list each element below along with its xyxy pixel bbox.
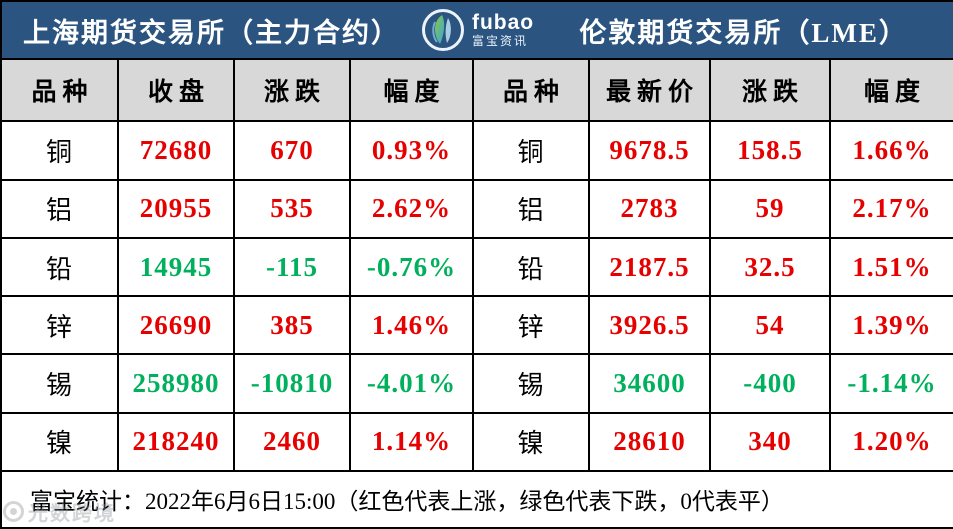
table-row-nickel: 镍 218240 2460 1.14% 镍 28610 340 1.20% bbox=[0, 411, 953, 472]
shfe-pct-value: 1.14% bbox=[349, 411, 474, 472]
lme-metal-name: 锡 bbox=[472, 353, 590, 414]
stats-note: 富宝统计：2022年6月6日15:00（红色代表上涨，绿色代表下跌，0代表平） bbox=[30, 489, 784, 515]
shfe-title: 上海期货交易所（主力合约） bbox=[22, 17, 400, 48]
lme-change-value: 158.5 bbox=[709, 120, 831, 181]
lme-change-value: 340 bbox=[709, 411, 831, 472]
lme-metal-name: 镍 bbox=[472, 411, 590, 472]
shfe-close-value: 72680 bbox=[117, 120, 235, 181]
lme-metal-name: 铅 bbox=[472, 236, 590, 298]
shfe-close-value: 258980 bbox=[117, 353, 235, 414]
lme-metal-name: 铜 bbox=[472, 120, 590, 181]
lme-pct-value: 1.39% bbox=[828, 295, 953, 356]
lme-metal-name: 铝 bbox=[472, 178, 590, 239]
shfe-col-variety: 品种 bbox=[0, 58, 119, 123]
shfe-close-value: 218240 bbox=[117, 411, 235, 472]
lme-change-value: -400 bbox=[709, 353, 831, 414]
shfe-metal-name: 铝 bbox=[0, 178, 119, 239]
shfe-col-close: 收盘 bbox=[117, 58, 235, 123]
lme-col-last: 最新价 bbox=[588, 58, 711, 123]
shfe-col-pct: 幅度 bbox=[349, 58, 474, 123]
lme-pct-value: 1.51% bbox=[828, 236, 953, 298]
shfe-close-value: 14945 bbox=[117, 236, 235, 298]
shfe-metal-name: 镍 bbox=[0, 411, 119, 472]
lme-pct-value: 1.20% bbox=[828, 411, 953, 472]
lme-change-value: 54 bbox=[709, 295, 831, 356]
lme-change-value: 32.5 bbox=[709, 236, 831, 298]
lme-col-pct: 幅度 bbox=[828, 58, 953, 123]
title-band: 上海期货交易所（主力合约） bbox=[0, 0, 953, 61]
shfe-pct-value: -4.01% bbox=[349, 353, 474, 414]
shfe-metal-name: 锡 bbox=[0, 353, 119, 414]
lme-title: 伦敦期货交易所（LME） bbox=[579, 17, 908, 48]
lme-change-value: 59 bbox=[709, 178, 831, 239]
table-row-aluminum: 铝 20955 535 2.62% 铝 2783 59 2.17% bbox=[0, 178, 953, 239]
shfe-metal-name: 锌 bbox=[0, 295, 119, 356]
fubao-logo-icon bbox=[421, 9, 464, 52]
lme-last-value: 28610 bbox=[588, 411, 711, 472]
lme-col-variety: 品种 bbox=[472, 58, 590, 123]
shfe-pct-value: 1.46% bbox=[349, 295, 474, 356]
shfe-change-value: -115 bbox=[233, 236, 351, 298]
shfe-change-value: 2460 bbox=[233, 411, 351, 472]
shfe-metal-name: 铅 bbox=[0, 236, 119, 298]
shfe-close-value: 26690 bbox=[117, 295, 235, 356]
lme-col-change: 涨跌 bbox=[709, 58, 831, 123]
lme-pct-value: 2.17% bbox=[828, 178, 953, 239]
lme-pct-value: 1.66% bbox=[828, 120, 953, 181]
footer-row: 富宝统计：2022年6月6日15:00（红色代表上涨，绿色代表下跌，0代表平） bbox=[0, 469, 953, 529]
fubao-brand-cn-text: 富宝资讯 bbox=[471, 34, 528, 49]
lme-pct-value: -1.14% bbox=[828, 353, 953, 414]
lme-last-value: 34600 bbox=[588, 353, 711, 414]
shfe-pct-value: 2.62% bbox=[349, 178, 474, 239]
shfe-change-value: -10810 bbox=[233, 353, 351, 414]
lme-last-value: 2187.5 bbox=[588, 236, 711, 298]
shfe-pct-value: -0.76% bbox=[349, 236, 474, 298]
lme-last-value: 3926.5 bbox=[588, 295, 711, 356]
shfe-change-value: 535 bbox=[233, 178, 351, 239]
shfe-close-value: 20955 bbox=[117, 178, 235, 239]
fubao-brand-text: fubao bbox=[471, 11, 535, 35]
fubao-logo: fubao 富宝资讯 bbox=[421, 8, 534, 52]
shfe-change-value: 385 bbox=[233, 295, 351, 356]
lme-metal-name: 锌 bbox=[472, 295, 590, 356]
table-row-copper: 铜 72680 670 0.93% 铜 9678.5 158.5 1.66% bbox=[0, 120, 953, 181]
shfe-change-value: 670 bbox=[233, 120, 351, 181]
shfe-pct-value: 0.93% bbox=[349, 120, 474, 181]
column-header-row: 品种 收盘 涨跌 幅度 品种 最新价 涨跌 幅度 bbox=[0, 58, 953, 123]
table-row-tin: 锡 258980 -10810 -4.01% 锡 34600 -400 -1.1… bbox=[0, 353, 953, 414]
lme-last-value: 2783 bbox=[588, 178, 711, 239]
table-row-lead: 铅 14945 -115 -0.76% 铅 2187.5 32.5 1.51% bbox=[0, 236, 953, 298]
shfe-col-change: 涨跌 bbox=[233, 58, 351, 123]
shfe-metal-name: 铜 bbox=[0, 120, 119, 181]
lme-last-value: 9678.5 bbox=[588, 120, 711, 181]
table-row-zinc: 锌 26690 385 1.46% 锌 3926.5 54 1.39% bbox=[0, 295, 953, 356]
